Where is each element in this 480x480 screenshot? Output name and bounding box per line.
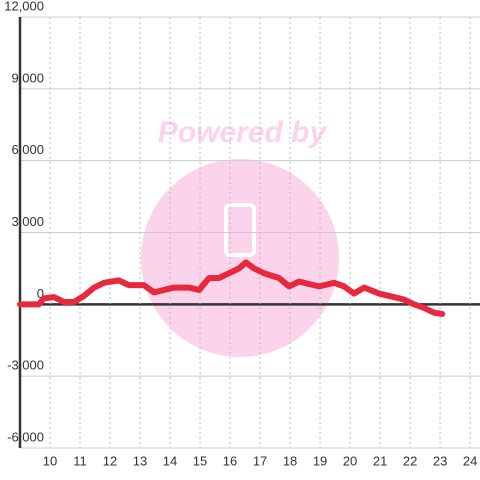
x-tick-label: 14 — [163, 453, 177, 468]
x-tick-label: 23 — [433, 453, 447, 468]
watermark-icon — [224, 203, 256, 257]
y-tick-label: 0 — [37, 286, 44, 301]
x-tick-label: 21 — [373, 453, 387, 468]
x-tick-label: 13 — [133, 453, 147, 468]
x-tick-label: 11 — [73, 453, 87, 468]
x-tick-label: 17 — [253, 453, 267, 468]
y-tick-label: 6,000 — [11, 142, 44, 157]
y-tick-label: 3,000 — [11, 214, 44, 229]
x-tick-label: 24 — [463, 453, 477, 468]
y-tick-label: 12,000 — [4, 0, 44, 13]
x-tick-label: 12 — [103, 453, 117, 468]
x-tick-label: 22 — [403, 453, 417, 468]
watermark-logo — [141, 159, 339, 357]
x-tick-label: 18 — [283, 453, 297, 468]
data-line — [17, 259, 446, 317]
y-tick-label: -3,000 — [7, 358, 44, 373]
y-tick-label: 9,000 — [11, 70, 44, 85]
x-tick-label: 19 — [313, 453, 327, 468]
y-tick-label: -6,000 — [7, 429, 44, 444]
x-tick-label: 16 — [223, 453, 237, 468]
x-tick-label: 15 — [193, 453, 207, 468]
x-tick-label: 10 — [43, 453, 57, 468]
x-tick-label: 20 — [343, 453, 357, 468]
watermark-text: Powered by — [158, 116, 328, 149]
